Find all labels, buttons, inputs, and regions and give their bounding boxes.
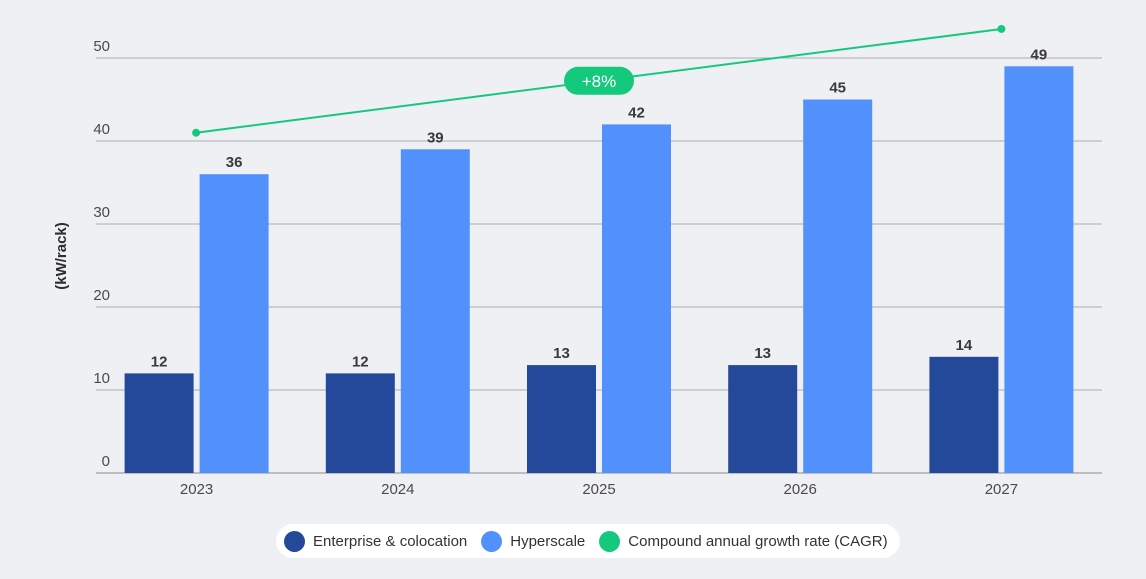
value-label: 12 — [352, 353, 369, 370]
y-tick-label: 30 — [93, 204, 110, 221]
bar-hyperscale-2025[interactable] — [602, 124, 671, 474]
value-label: 39 — [427, 129, 444, 146]
y-axis-label: (kW/rack) — [53, 222, 70, 290]
legend-swatch-hyperscale — [481, 530, 503, 552]
y-tick-label: 50 — [93, 38, 110, 55]
bar-hyperscale-2024[interactable] — [400, 149, 470, 474]
value-label: 13 — [754, 345, 771, 362]
x-tick-label: 2027 — [985, 481, 1018, 498]
legend-swatch-enterprise — [284, 530, 305, 552]
cagr-badge — [564, 66, 634, 95]
value-label: 49 — [1031, 46, 1048, 63]
legend-item-cagr[interactable]: Compound annual growth rate (CAGR) — [599, 530, 888, 552]
bar-enterprise-2027[interactable] — [929, 356, 999, 473]
legend-swatch-cagr — [599, 530, 621, 552]
bar-hyperscale-2023[interactable] — [199, 174, 269, 473]
legend-item-enterprise[interactable]: Enterprise & colocation — [284, 530, 468, 552]
legend-item-hyperscale[interactable]: Hyperscale — [481, 530, 586, 552]
x-tick-label: 2026 — [784, 481, 817, 498]
cagr-badge-label: +8% — [582, 72, 617, 91]
bar-enterprise-2025[interactable] — [527, 365, 596, 473]
x-tick-label: 2025 — [582, 481, 615, 498]
legend-label-enterprise: Enterprise & colocation — [313, 532, 468, 550]
value-label: 42 — [628, 104, 645, 121]
bar-chart: (kW/rack) 0 10 20 30 40 50 12 36 2023 12 39 2024 13… — [53, 24, 1102, 498]
legend-label-hyperscale: Hyperscale — [510, 532, 586, 550]
y-tick-label: 0 — [102, 453, 110, 470]
bar-hyperscale-2027[interactable] — [1004, 66, 1074, 474]
y-tick-label: 10 — [93, 370, 110, 387]
x-tick-label: 2024 — [381, 481, 414, 498]
value-label: 13 — [553, 345, 570, 362]
x-tick-label: 2023 — [180, 481, 213, 498]
y-tick-label: 40 — [93, 121, 110, 138]
legend: Enterprise & colocation Hyperscale Compo… — [276, 524, 900, 558]
value-label: 12 — [151, 353, 168, 370]
bar-enterprise-2026[interactable] — [728, 365, 798, 473]
cagr-end-point — [997, 24, 1006, 33]
value-label: 45 — [829, 80, 846, 97]
bar-enterprise-2024[interactable] — [325, 373, 395, 473]
cagr-start-point — [192, 128, 201, 137]
bar-enterprise-2023[interactable] — [124, 373, 194, 473]
legend-label-cagr: Compound annual growth rate (CAGR) — [628, 532, 888, 550]
y-tick-label: 20 — [93, 287, 110, 304]
value-label: 36 — [226, 154, 243, 171]
value-label: 14 — [956, 337, 973, 354]
bar-hyperscale-2026[interactable] — [803, 99, 873, 474]
